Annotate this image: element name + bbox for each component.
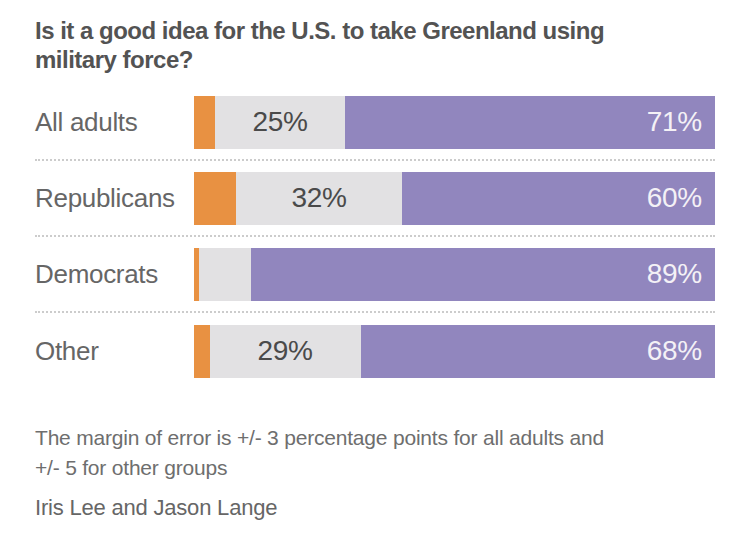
chart-title-line-1: Is it a good idea for the U.S. to take G… (35, 16, 715, 45)
stacked-bar-chart: All adults 25% 71% Republicans 32% 60% Dem… (35, 85, 715, 389)
bar-segment-gray-segment: 29% (210, 325, 361, 378)
bar-segment-orange-segment (194, 96, 215, 149)
category-label: Other (35, 336, 194, 367)
stacked-bar: 25% 71% (194, 96, 715, 149)
chart-row: All adults 25% 71% (35, 85, 715, 161)
stacked-bar: 32% 60% (194, 172, 715, 225)
bar-segment-gray-segment: 32% (236, 172, 403, 225)
stacked-bar: 89% (194, 248, 715, 301)
stacked-bar: 29% 68% (194, 325, 715, 378)
bar-segment-purple-segment: 89% (251, 248, 715, 301)
value-label: 68% (647, 335, 715, 367)
category-label: Democrats (35, 259, 194, 290)
footnote-line-2: +/- 5 for other groups (35, 453, 715, 483)
bar-segment-purple-segment: 68% (361, 325, 715, 378)
bar-segment-purple-segment: 60% (402, 172, 715, 225)
chart-title-line-2: military force? (35, 45, 715, 74)
bar-segment-orange-segment (194, 172, 236, 225)
bar-segment-gray-segment: 25% (215, 96, 345, 149)
byline: Iris Lee and Jason Lange (35, 495, 715, 521)
bar-segment-gray-segment (199, 248, 251, 301)
chart-card: Is it a good idea for the U.S. to take G… (0, 0, 750, 521)
footnote-line-1: The margin of error is +/- 3 percentage … (35, 423, 715, 453)
value-label: 25% (252, 106, 307, 138)
bar-segment-purple-segment: 71% (345, 96, 715, 149)
chart-row: Democrats 89% (35, 237, 715, 313)
value-label: 89% (647, 258, 715, 290)
value-label: 60% (647, 182, 715, 214)
value-label: 32% (291, 182, 346, 214)
chart-title: Is it a good idea for the U.S. to take G… (35, 16, 715, 74)
bar-segment-orange-segment (194, 325, 210, 378)
chart-row: Republicans 32% 60% (35, 161, 715, 237)
chart-row: Other 29% 68% (35, 313, 715, 389)
value-label: 71% (647, 106, 715, 138)
category-label: Republicans (35, 183, 194, 214)
footnote: The margin of error is +/- 3 percentage … (35, 423, 715, 483)
value-label: 29% (258, 335, 313, 367)
category-label: All adults (35, 107, 194, 138)
